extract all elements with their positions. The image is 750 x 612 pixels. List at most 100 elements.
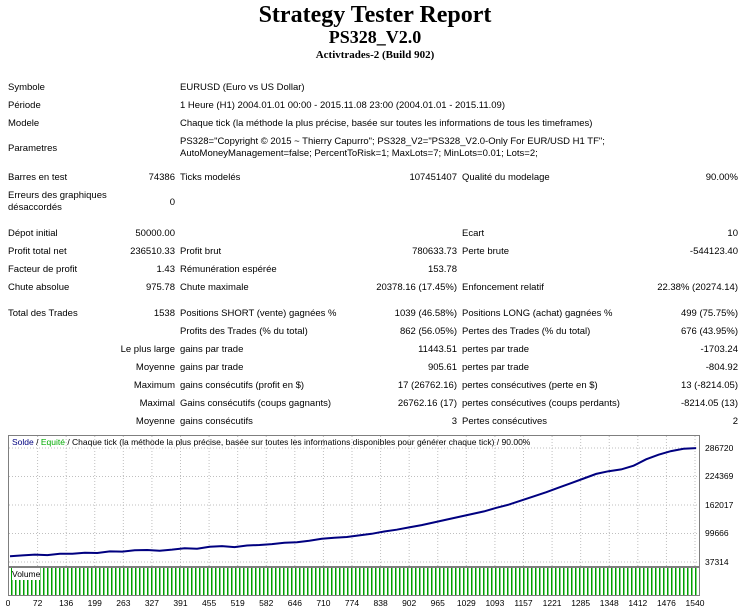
volume-bar — [75, 568, 77, 595]
x-tick-label: 455 — [201, 598, 217, 608]
volume-bar — [151, 568, 153, 595]
volume-bar — [659, 568, 661, 595]
volume-bar — [63, 568, 65, 595]
volume-bar — [511, 568, 513, 595]
volume-bar — [247, 568, 249, 595]
pertes-moy-value: -804.92 — [705, 362, 738, 373]
volume-bar — [431, 568, 433, 595]
volume-bar — [183, 568, 185, 595]
volume-bar — [355, 568, 357, 595]
volume-bar — [455, 568, 457, 595]
volume-bar — [255, 568, 257, 595]
x-tick-label: 1093 — [485, 598, 505, 608]
x-tick-label: 1348 — [599, 598, 619, 608]
x-tick-label: 582 — [259, 598, 274, 608]
volume-bar — [363, 568, 365, 595]
short-value: 1039 (46.58%) — [394, 308, 457, 319]
volume-bar — [543, 568, 545, 595]
volume-bar — [587, 568, 589, 595]
volume-bar — [539, 568, 541, 595]
volume-bar — [195, 568, 197, 595]
modele-value: Chaque tick (la méthode la plus précise,… — [180, 118, 593, 129]
perte-brute-value: -544123.40 — [689, 246, 738, 257]
erreurs-value: 0 — [169, 197, 175, 208]
volume-bar — [591, 568, 593, 595]
volume-bar — [567, 568, 569, 595]
volume-bar — [403, 568, 405, 595]
x-tick-label: 1412 — [628, 598, 648, 608]
enfoncement-value: 22.38% (20274.14) — [657, 282, 738, 293]
volume-bar — [371, 568, 373, 595]
volume-bar — [319, 568, 321, 595]
volume-bar — [271, 568, 273, 595]
remuneration-label: Rémunération espérée — [180, 264, 277, 275]
volume-bar — [191, 568, 193, 595]
symbole-value: EURUSD (Euro vs US Dollar) — [180, 82, 305, 93]
volume-bar — [207, 568, 209, 595]
volume-bar — [623, 568, 625, 595]
modele-label: Modele — [8, 118, 40, 129]
volume-bar — [219, 568, 221, 595]
ecart-label: Ecart — [462, 228, 485, 239]
gains-par-trade-label: gains par trade — [180, 344, 244, 355]
maximal-label: Maximal — [139, 398, 175, 409]
symbole-label: Symbole — [8, 82, 45, 93]
volume-bar — [583, 568, 585, 595]
volume-bar — [687, 568, 689, 595]
gains-consec-value: 3 — [451, 416, 457, 427]
x-tick-label: 1476 — [656, 598, 676, 608]
volume-bar — [159, 568, 161, 595]
volume-bar — [667, 568, 669, 595]
volume-bar — [559, 568, 561, 595]
volume-bar — [499, 568, 501, 595]
report-server: Activtrades-2 (Build 902) — [315, 49, 435, 61]
periode-label: Période — [8, 100, 41, 111]
short-label: Positions SHORT (vente) gagnées % — [180, 308, 337, 319]
volume-bar — [519, 568, 521, 595]
volume-bar — [615, 568, 617, 595]
pertes-par-trade-label-2: pertes par trade — [462, 362, 530, 373]
volume-bar — [163, 568, 165, 595]
volume-bar — [167, 568, 169, 595]
profit-net-value: 236510.33 — [130, 246, 175, 257]
chute-max-value: 20378.16 (17.45%) — [376, 282, 457, 293]
y-tick-label: 162017 — [705, 500, 734, 510]
chute-abs-label: Chute absolue — [8, 282, 70, 293]
x-tick-label: 327 — [144, 598, 159, 608]
volume-bar — [327, 568, 329, 595]
volume-bar — [579, 568, 581, 595]
pertes-trades-label: Pertes des Trades (% du total) — [462, 326, 591, 337]
profits-trades-label: Profits des Trades (% du total) — [180, 326, 308, 337]
volume-bar — [239, 568, 241, 595]
profit-net-label: Profit total net — [8, 246, 67, 257]
volume-bar — [399, 568, 401, 595]
facteur-value: 1.43 — [156, 264, 176, 275]
plus-large-label: Le plus large — [120, 344, 175, 355]
x-tick-label: 1285 — [571, 598, 591, 608]
volume-bar — [87, 568, 89, 595]
volume-bar — [447, 568, 449, 595]
volume-bar — [279, 568, 281, 595]
x-tick-label: 519 — [230, 598, 245, 608]
volume-bar — [507, 568, 509, 595]
volume-bar — [267, 568, 269, 595]
pertes-consec-label: Pertes consécutives — [462, 416, 548, 427]
volume-bar — [607, 568, 609, 595]
volume-bar — [663, 568, 665, 595]
volume-bar — [83, 568, 85, 595]
erreurs-label-1: Erreurs des graphiques — [8, 190, 107, 201]
profit-brut-value: 780633.73 — [412, 246, 457, 257]
y-tick-label: 224369 — [705, 471, 734, 482]
volume-bar — [91, 568, 93, 595]
volume-bar — [611, 568, 613, 595]
profit-brut-label: Profit brut — [180, 246, 222, 257]
volume-bar — [95, 568, 97, 595]
x-tick-label: 136 — [59, 598, 74, 608]
x-tick-label: 1029 — [456, 598, 476, 608]
ecart-value: 10 — [727, 228, 738, 239]
moyenne-label: Moyenne — [135, 362, 175, 373]
volume-bar — [491, 568, 493, 595]
volume-bar — [79, 568, 81, 595]
volume-bar — [259, 568, 261, 595]
x-tick-label: 838 — [373, 598, 388, 608]
